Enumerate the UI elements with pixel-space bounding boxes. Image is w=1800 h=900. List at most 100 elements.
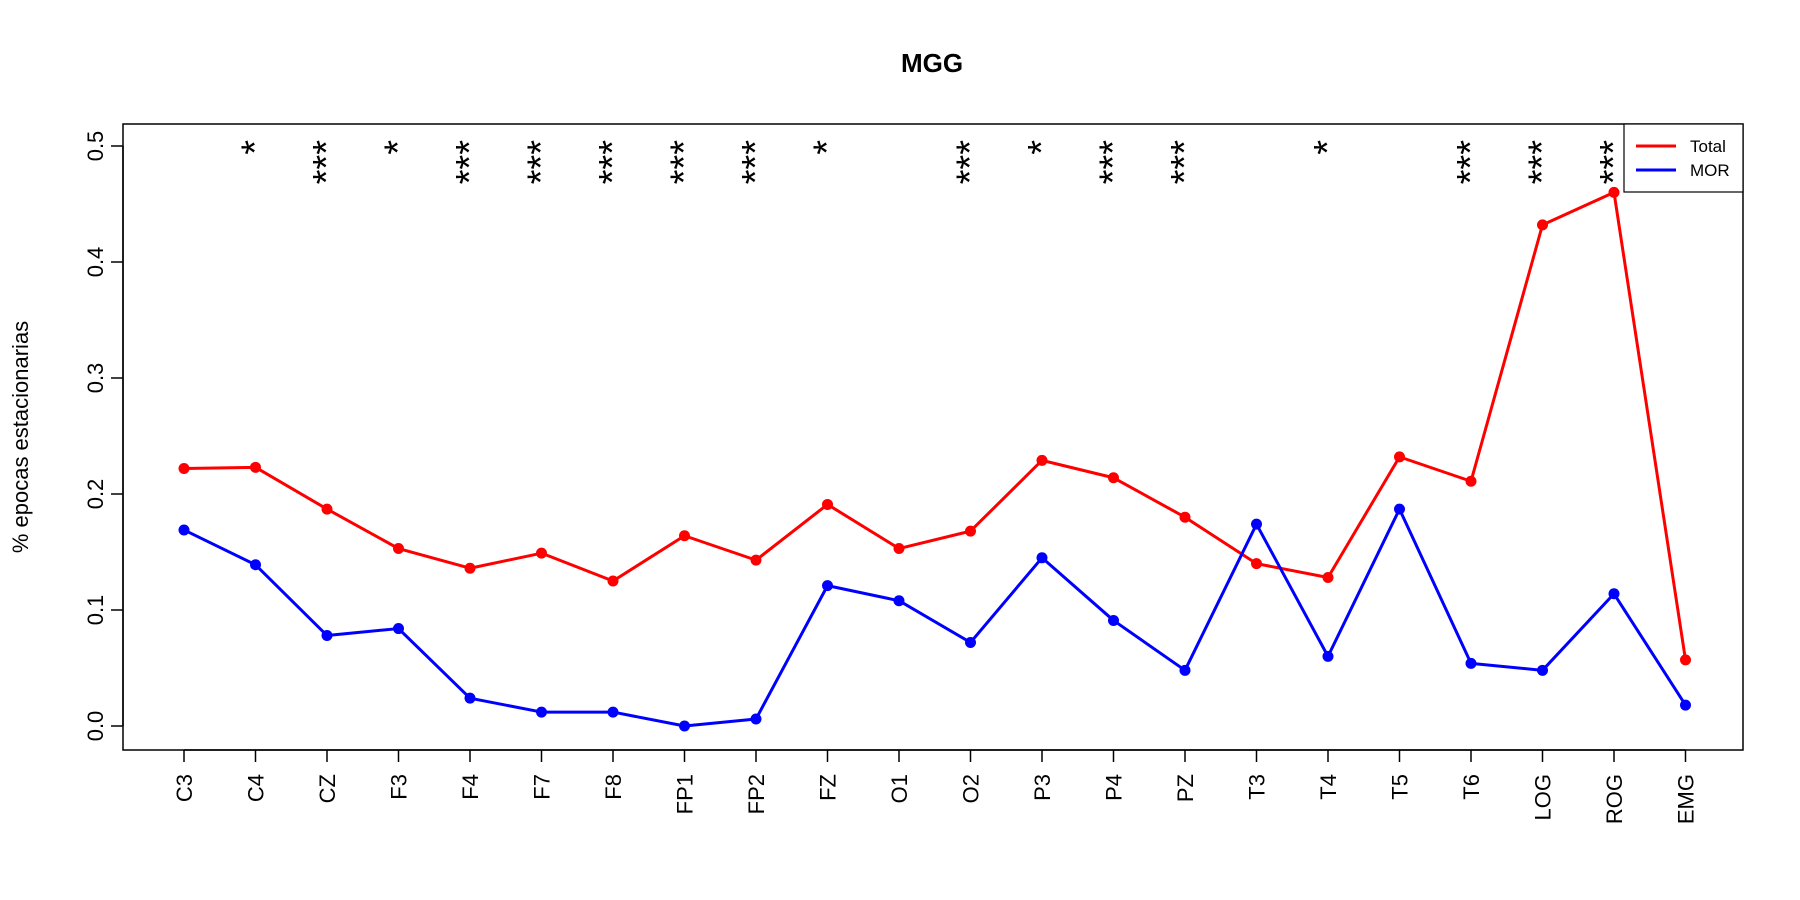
significance-marker: *** xyxy=(664,140,706,185)
y-tick-label: 0.1 xyxy=(83,595,108,626)
x-tick-label: C3 xyxy=(172,774,197,802)
data-point-mor xyxy=(393,623,404,635)
data-point-total xyxy=(321,503,333,515)
significance-marker: *** xyxy=(1093,140,1135,185)
x-tick-label: FP2 xyxy=(744,774,769,814)
x-tick-label: LOG xyxy=(1531,774,1556,820)
significance-marker: *** xyxy=(521,140,563,185)
data-point-total xyxy=(1608,186,1620,198)
y-tick-label: 0.4 xyxy=(83,247,108,278)
significance-marker: *** xyxy=(950,140,992,185)
data-point-mor xyxy=(679,720,690,732)
data-point-mor xyxy=(750,713,762,725)
data-point-mor xyxy=(1465,657,1477,669)
data-point-total xyxy=(750,554,762,566)
data-point-total xyxy=(1036,454,1048,466)
data-point-total xyxy=(1108,472,1119,484)
x-tick-label: O2 xyxy=(959,774,984,803)
y-tick-label: 0.0 xyxy=(83,711,108,742)
x-tick-label: C4 xyxy=(244,774,269,802)
significance-marker: *** xyxy=(735,140,777,185)
legend: Total MOR xyxy=(1623,123,1744,193)
x-tick-label: F7 xyxy=(530,774,555,800)
data-point-mor xyxy=(1108,614,1119,626)
data-point-total xyxy=(178,462,190,474)
data-point-mor xyxy=(1394,503,1405,515)
y-tick-label: 0.5 xyxy=(83,131,108,162)
data-point-total xyxy=(1251,558,1262,570)
data-point-mor xyxy=(250,559,261,571)
data-point-mor xyxy=(1608,588,1620,600)
y-axis-label: % epocas estacionarias xyxy=(8,321,33,553)
x-tick-label: T4 xyxy=(1316,774,1341,800)
x-tick-label: F4 xyxy=(458,774,483,800)
y-tick-label: 0.3 xyxy=(83,363,108,394)
significance-marker: * xyxy=(378,140,420,155)
data-point-mor xyxy=(822,580,833,592)
data-point-total xyxy=(464,562,476,574)
y-tick-label: 0.2 xyxy=(83,479,108,510)
x-axis: C3 C4 CZ F3 F4 F7 F8 FP1 FP2 FZ O1 O2 P3 P4 PZ T3 T4 T5 T6… xyxy=(172,749,1699,824)
data-point-total xyxy=(1680,654,1691,666)
data-point-mor xyxy=(321,630,333,642)
x-tick-label: O1 xyxy=(887,774,912,803)
data-point-total xyxy=(893,543,905,555)
significance-marker: * xyxy=(1307,140,1349,155)
data-point-mor xyxy=(1680,699,1691,711)
significance-marker: *** xyxy=(1450,140,1492,185)
x-tick-label: P3 xyxy=(1030,774,1055,801)
significance-marker: * xyxy=(807,140,849,155)
x-tick-label: EMG xyxy=(1674,774,1699,824)
data-point-mor xyxy=(536,706,547,718)
data-point-total xyxy=(679,530,690,542)
y-axis: 0.0 0.1 0.2 0.3 0.4 0.5 xyxy=(83,131,124,742)
series-line-mor xyxy=(183,507,1687,728)
x-tick-label: F3 xyxy=(387,774,412,800)
data-point-mor xyxy=(1179,664,1191,676)
significance-marker: * xyxy=(235,140,277,155)
data-series xyxy=(178,186,1691,732)
data-point-total xyxy=(1179,511,1191,523)
significance-marker: *** xyxy=(592,140,634,185)
x-tick-label: T6 xyxy=(1459,774,1484,800)
x-tick-label: FZ xyxy=(816,774,841,801)
data-point-total xyxy=(1322,572,1334,584)
significance-markers: * *** * *** *** *** *** *** * *** * *** *** * *** *** **… xyxy=(235,140,1636,185)
x-tick-label: CZ xyxy=(315,774,340,803)
x-tick-label: F8 xyxy=(601,774,626,800)
x-tick-label: ROG xyxy=(1602,774,1627,824)
x-tick-label: P4 xyxy=(1102,774,1127,801)
data-point-total xyxy=(822,498,833,510)
data-point-total xyxy=(1394,451,1405,463)
data-point-mor xyxy=(1251,518,1262,530)
data-point-total xyxy=(1537,219,1548,231)
data-point-total xyxy=(250,461,261,473)
legend-box xyxy=(1623,123,1744,193)
data-point-total xyxy=(607,575,619,587)
significance-marker: *** xyxy=(1164,140,1206,185)
data-point-mor xyxy=(607,706,619,718)
legend-label-total: Total xyxy=(1690,137,1726,156)
data-point-mor xyxy=(893,595,905,607)
data-point-mor xyxy=(178,524,190,536)
significance-marker: * xyxy=(1021,140,1063,155)
data-point-mor xyxy=(965,636,976,648)
significance-marker: *** xyxy=(449,140,491,185)
series-line-total xyxy=(183,190,1687,661)
data-point-mor xyxy=(1322,650,1334,662)
x-tick-label: T3 xyxy=(1245,774,1270,800)
data-point-total xyxy=(393,543,404,555)
significance-marker: *** xyxy=(1522,140,1564,185)
data-point-mor xyxy=(1537,664,1548,676)
plot-frame xyxy=(122,123,1744,751)
data-point-total xyxy=(1465,475,1477,487)
significance-marker: *** xyxy=(306,140,348,185)
data-point-mor xyxy=(464,692,476,704)
x-tick-label: T5 xyxy=(1388,774,1413,800)
x-tick-label: PZ xyxy=(1173,774,1198,802)
legend-label-mor: MOR xyxy=(1690,161,1730,180)
data-point-total xyxy=(965,525,976,537)
chart-title: MGG xyxy=(901,48,963,78)
x-tick-label: FP1 xyxy=(673,774,698,814)
